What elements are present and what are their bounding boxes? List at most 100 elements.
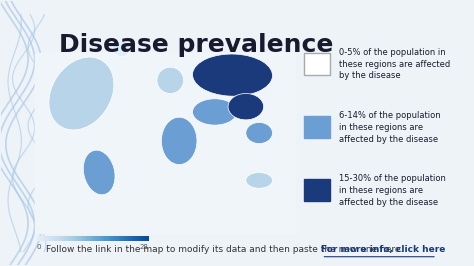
Ellipse shape <box>157 67 183 94</box>
Ellipse shape <box>192 54 273 96</box>
Bar <box>81 236 82 241</box>
Bar <box>74 236 75 241</box>
Text: 0-5% of the population in
these regions are affected
by the disease: 0-5% of the population in these regions … <box>339 48 450 80</box>
Bar <box>122 236 124 241</box>
Bar <box>66 236 68 241</box>
Text: 15-30% of the population
in these regions are
affected by the disease: 15-30% of the population in these region… <box>339 174 446 207</box>
Bar <box>62 236 63 241</box>
Bar <box>75 236 77 241</box>
Bar <box>63 236 64 241</box>
Bar <box>100 236 101 241</box>
Bar <box>37 236 38 241</box>
Bar <box>89 236 90 241</box>
FancyBboxPatch shape <box>35 53 297 234</box>
Bar <box>82 236 83 241</box>
Bar <box>134 236 135 241</box>
Bar <box>130 236 132 241</box>
Bar <box>72 236 73 241</box>
Bar <box>56 236 58 241</box>
Bar <box>77 236 79 241</box>
Bar <box>140 236 142 241</box>
Bar <box>49 236 51 241</box>
Bar <box>141 236 143 241</box>
Bar <box>55 236 56 241</box>
Bar <box>98 236 99 241</box>
Ellipse shape <box>246 172 273 188</box>
Ellipse shape <box>49 57 114 130</box>
Bar <box>58 236 60 241</box>
Bar <box>39 236 41 241</box>
Bar <box>90 236 91 241</box>
Bar <box>40 236 42 241</box>
FancyBboxPatch shape <box>304 179 330 201</box>
Bar <box>96 236 98 241</box>
Text: 0: 0 <box>37 244 41 250</box>
Bar <box>99 236 100 241</box>
Bar <box>46 236 47 241</box>
Ellipse shape <box>192 99 237 125</box>
FancyBboxPatch shape <box>304 116 330 138</box>
Bar <box>52 236 53 241</box>
Bar <box>137 236 138 241</box>
Bar <box>104 236 106 241</box>
Bar <box>143 236 144 241</box>
Bar <box>85 236 87 241</box>
Bar <box>101 236 102 241</box>
Text: For more info, click here: For more info, click here <box>321 245 446 254</box>
Bar <box>127 236 128 241</box>
Bar <box>70 236 71 241</box>
Bar <box>109 236 110 241</box>
Bar <box>126 236 127 241</box>
Ellipse shape <box>246 122 273 144</box>
Bar <box>110 236 111 241</box>
FancyBboxPatch shape <box>304 53 330 75</box>
Bar <box>84 236 86 241</box>
Bar <box>144 236 145 241</box>
Bar <box>95 236 97 241</box>
Bar <box>117 236 118 241</box>
Bar <box>43 236 44 241</box>
Bar <box>108 236 109 241</box>
Bar <box>47 236 49 241</box>
Bar <box>120 236 121 241</box>
Bar <box>112 236 114 241</box>
Bar <box>139 236 141 241</box>
Bar <box>86 236 88 241</box>
Bar <box>54 236 55 241</box>
Bar <box>123 236 125 241</box>
Bar <box>79 236 80 241</box>
Text: Follow the link in the map to modify its data and then paste the new one here.: Follow the link in the map to modify its… <box>46 245 403 254</box>
Bar <box>129 236 130 241</box>
Bar <box>64 236 65 241</box>
Bar <box>136 236 137 241</box>
Bar <box>80 236 81 241</box>
Bar <box>50 236 52 241</box>
Bar <box>92 236 93 241</box>
Bar <box>118 236 119 241</box>
Bar <box>147 236 148 241</box>
Bar <box>121 236 123 241</box>
Bar <box>132 236 134 241</box>
Ellipse shape <box>112 41 130 57</box>
Bar <box>57 236 59 241</box>
Bar <box>76 236 78 241</box>
Bar <box>116 236 117 241</box>
Bar <box>53 236 54 241</box>
Bar <box>125 236 126 241</box>
Text: 28: 28 <box>139 244 148 250</box>
Bar <box>73 236 74 241</box>
Ellipse shape <box>228 94 264 120</box>
Bar <box>48 236 50 241</box>
Bar <box>135 236 136 241</box>
Bar <box>102 236 104 241</box>
Bar <box>68 236 70 241</box>
Bar <box>94 236 96 241</box>
Bar <box>111 236 113 241</box>
Bar <box>145 236 146 241</box>
Bar <box>131 236 133 241</box>
Bar <box>45 236 46 241</box>
Bar <box>119 236 120 241</box>
Bar <box>128 236 129 241</box>
Bar <box>91 236 92 241</box>
Text: 6-14% of the population
in these regions are
affected by the disease: 6-14% of the population in these regions… <box>339 111 441 144</box>
